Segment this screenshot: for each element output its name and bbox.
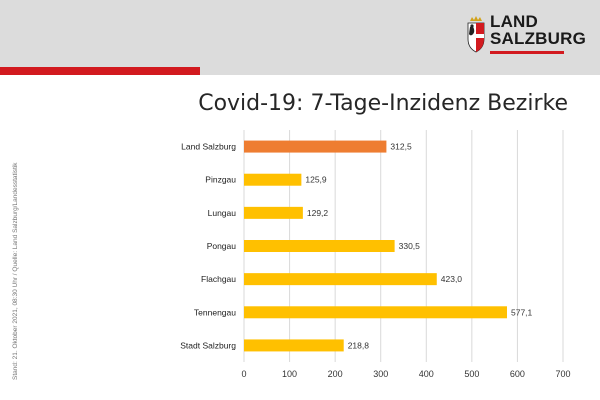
logo-wordmark: LAND SALZBURG (490, 13, 586, 47)
category-label: Lungau (208, 208, 237, 218)
data-label: 312,5 (390, 142, 412, 152)
logo-underline (490, 51, 564, 54)
logo-line-1: LAND (490, 12, 539, 31)
bar (244, 339, 344, 352)
land-salzburg-logo: LAND SALZBURG (466, 13, 586, 57)
logo-line-2: SALZBURG (490, 29, 587, 48)
category-label: Land Salzburg (181, 142, 236, 152)
category-label: Stadt Salzburg (180, 340, 236, 350)
category-label: Pinzgau (205, 175, 236, 185)
x-tick-label: 400 (419, 369, 434, 379)
data-label: 129,2 (307, 208, 329, 218)
category-label: Flachgau (201, 274, 236, 284)
x-tick-label: 500 (464, 369, 479, 379)
category-label: Pongau (207, 241, 237, 251)
data-label: 330,5 (399, 241, 421, 251)
bar (244, 306, 507, 319)
header-bar (0, 0, 600, 67)
x-tick-label: 700 (555, 369, 570, 379)
x-tick-label: 300 (373, 369, 388, 379)
coat-of-arms-icon (467, 16, 485, 53)
data-label: 577,1 (511, 307, 533, 317)
bar (244, 240, 395, 252)
x-tick-label: 100 (282, 369, 297, 379)
bar (244, 273, 437, 286)
accent-strip (0, 67, 200, 75)
x-tick-label: 200 (328, 369, 343, 379)
data-label: 125,9 (305, 175, 327, 185)
bar (244, 140, 387, 153)
x-tick-label: 600 (510, 369, 525, 379)
bar (244, 206, 303, 219)
bar (244, 173, 302, 186)
category-label: Tennengau (194, 307, 236, 317)
data-label: 423,0 (441, 274, 463, 284)
x-tick-label: 0 (241, 369, 246, 379)
divider-strip (200, 67, 600, 75)
chart-title: Covid-19: 7-Tage-Inzidenz Bezirke (198, 91, 568, 116)
data-label: 218,8 (348, 340, 370, 350)
